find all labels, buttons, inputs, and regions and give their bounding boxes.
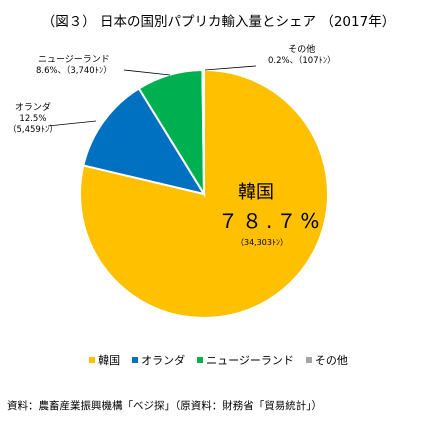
legend-swatch-sonota xyxy=(305,357,312,363)
source-note: 資料：農畜産業振興機構「ベジ探」（原資料：財務省「貿易統計」） xyxy=(7,400,322,412)
legend-item-netherlands: オランダ xyxy=(132,352,185,368)
legend-item-nz: ニュージーランド xyxy=(197,352,294,368)
label-sonota-name: その他 xyxy=(288,45,316,55)
label-netherlands-pct: 12.5% xyxy=(19,114,47,124)
legend-item-sonota: その他 xyxy=(305,352,348,368)
leader-line-nz xyxy=(123,69,171,76)
legend-label-nz: ニュージーランド xyxy=(206,354,294,367)
label-sonota-pct: 0.2% xyxy=(268,56,290,66)
legend: 韓国 オランダ ニュージーランド その他 xyxy=(0,352,437,368)
label-korea-pct: ７８.７% xyxy=(218,209,324,233)
legend-label-netherlands: オランダ xyxy=(141,354,186,367)
label-korea-name: 韓国 xyxy=(238,182,274,203)
legend-swatch-netherlands xyxy=(132,357,139,363)
label-nz-amount: （3,740ﾄﾝ） xyxy=(66,66,112,76)
chart-title: （図３） 日本の国別パプリカ輸入量とシェア （2017年） xyxy=(41,14,396,30)
label-sonota: その他 0.2%、（107ﾄﾝ） xyxy=(268,45,336,66)
legend-label-korea: 韓国 xyxy=(98,354,121,367)
pie-slice-sonota xyxy=(201,68,205,195)
legend-swatch-nz xyxy=(197,357,204,363)
legend-label-sonota: その他 xyxy=(314,354,348,367)
leader-line-netherlands xyxy=(47,120,97,127)
legend-item-korea: 韓国 xyxy=(89,352,120,368)
label-netherlands-name: オランダ xyxy=(14,103,51,113)
leader-line-sonota xyxy=(204,65,257,71)
label-nz-pct: 8.6% xyxy=(36,66,58,76)
label-netherlands-amount: （5,459ﾄﾝ） xyxy=(8,125,58,135)
pie-chart xyxy=(47,65,329,319)
label-korea-amount: （34,303ﾄﾝ） xyxy=(236,238,288,247)
label-nz-name: ニュージーランド xyxy=(37,55,110,65)
pie-slice-netherlands xyxy=(82,87,207,196)
pie-slice-korea xyxy=(79,68,329,319)
label-netherlands: オランダ 12.5% （5,459ﾄﾝ） xyxy=(8,103,58,136)
label-sonota-amount: （107ﾄﾝ） xyxy=(298,56,336,66)
legend-swatch-korea xyxy=(89,357,96,363)
label-nz: ニュージーランド 8.6%、（3,740ﾄﾝ） xyxy=(36,55,112,76)
